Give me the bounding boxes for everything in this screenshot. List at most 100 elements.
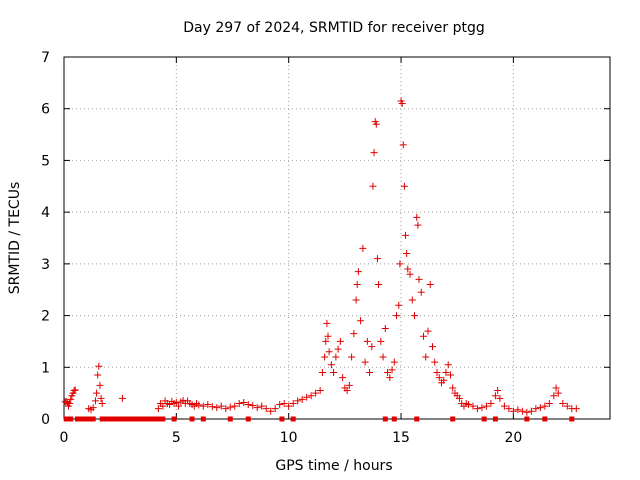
grid-lines xyxy=(64,57,610,419)
data-point xyxy=(208,403,216,411)
data-point xyxy=(417,288,425,296)
data-point xyxy=(93,389,101,397)
data-point xyxy=(464,401,472,409)
data-point xyxy=(217,402,225,410)
data-point xyxy=(491,392,499,400)
data-point xyxy=(518,407,526,415)
data-point xyxy=(95,362,103,370)
data-point xyxy=(91,397,99,405)
data-point xyxy=(404,265,412,273)
zero-data-point xyxy=(245,416,251,422)
data-point xyxy=(440,376,448,384)
data-point xyxy=(303,393,311,401)
data-point xyxy=(455,394,463,402)
data-point xyxy=(240,398,248,406)
data-point xyxy=(334,345,342,353)
zero-data-point xyxy=(481,416,487,422)
data-point xyxy=(428,343,436,351)
zero-data-point xyxy=(149,416,155,422)
data-point xyxy=(98,399,106,407)
data-point xyxy=(336,337,344,345)
data-point xyxy=(505,405,513,413)
data-point xyxy=(66,399,74,407)
data-point xyxy=(373,255,381,263)
data-point xyxy=(231,402,239,410)
data-point xyxy=(97,394,105,402)
y-tick-label: 0 xyxy=(41,412,50,428)
y-tick-label: 2 xyxy=(41,309,50,325)
data-point xyxy=(307,392,315,400)
data-point xyxy=(398,100,406,108)
data-point xyxy=(559,399,567,407)
data-point xyxy=(523,408,531,416)
data-point xyxy=(159,402,167,410)
data-point xyxy=(532,405,540,413)
zero-data-point xyxy=(68,416,74,422)
zero-data-point xyxy=(391,416,397,422)
data-point xyxy=(482,402,490,410)
data-point xyxy=(536,404,544,412)
data-point xyxy=(446,371,454,379)
data-point xyxy=(433,368,441,376)
zero-data-point xyxy=(569,416,575,422)
x-tick-label: 5 xyxy=(172,430,181,446)
data-point xyxy=(478,404,486,412)
data-point xyxy=(435,374,443,382)
data-point xyxy=(285,402,293,410)
zero-data-point xyxy=(74,416,80,422)
chart-title: Day 297 of 2024, SRMTID for receiver ptg… xyxy=(183,20,485,36)
data-point xyxy=(294,397,302,405)
data-point xyxy=(276,401,284,409)
data-point xyxy=(393,312,401,320)
zero-data-point xyxy=(83,416,89,422)
data-point xyxy=(339,374,347,382)
zero-data-point xyxy=(414,416,420,422)
data-point xyxy=(527,407,535,415)
data-point xyxy=(262,405,270,413)
data-points xyxy=(61,97,580,422)
data-point xyxy=(361,358,369,366)
data-point xyxy=(426,281,434,289)
zero-data-point xyxy=(155,416,161,422)
data-point xyxy=(431,358,439,366)
zero-data-point xyxy=(160,416,166,422)
data-point xyxy=(388,366,396,374)
data-point xyxy=(572,405,580,413)
x-tick-label: 15 xyxy=(392,430,410,446)
data-point xyxy=(444,361,452,369)
data-point xyxy=(353,281,361,289)
x-tick-label: 10 xyxy=(280,430,298,446)
data-point xyxy=(89,404,97,412)
data-point xyxy=(545,399,553,407)
data-point xyxy=(372,120,380,128)
data-point xyxy=(280,399,288,407)
data-point xyxy=(96,381,104,389)
y-tick-label: 4 xyxy=(41,205,50,221)
data-point xyxy=(348,353,356,361)
data-point xyxy=(213,404,221,412)
data-point xyxy=(487,399,495,407)
data-point xyxy=(363,337,371,345)
zero-data-point xyxy=(382,416,388,422)
data-point xyxy=(312,389,320,397)
data-point xyxy=(359,244,367,252)
zero-data-point xyxy=(90,416,96,422)
y-axis-label: SRMTID / TECUs xyxy=(7,182,23,295)
data-point xyxy=(386,374,394,382)
data-point xyxy=(195,401,203,409)
y-tick-label: 1 xyxy=(41,360,50,376)
data-point xyxy=(249,402,257,410)
data-point xyxy=(406,270,414,278)
zero-data-point xyxy=(115,416,121,422)
data-point xyxy=(222,405,230,413)
data-point xyxy=(509,407,517,415)
data-point xyxy=(442,368,450,376)
data-point xyxy=(370,149,378,157)
data-point xyxy=(473,405,481,413)
data-point xyxy=(226,403,234,411)
data-point xyxy=(381,325,389,332)
data-point xyxy=(118,394,126,402)
data-point xyxy=(402,231,410,239)
zero-data-point xyxy=(492,416,498,422)
